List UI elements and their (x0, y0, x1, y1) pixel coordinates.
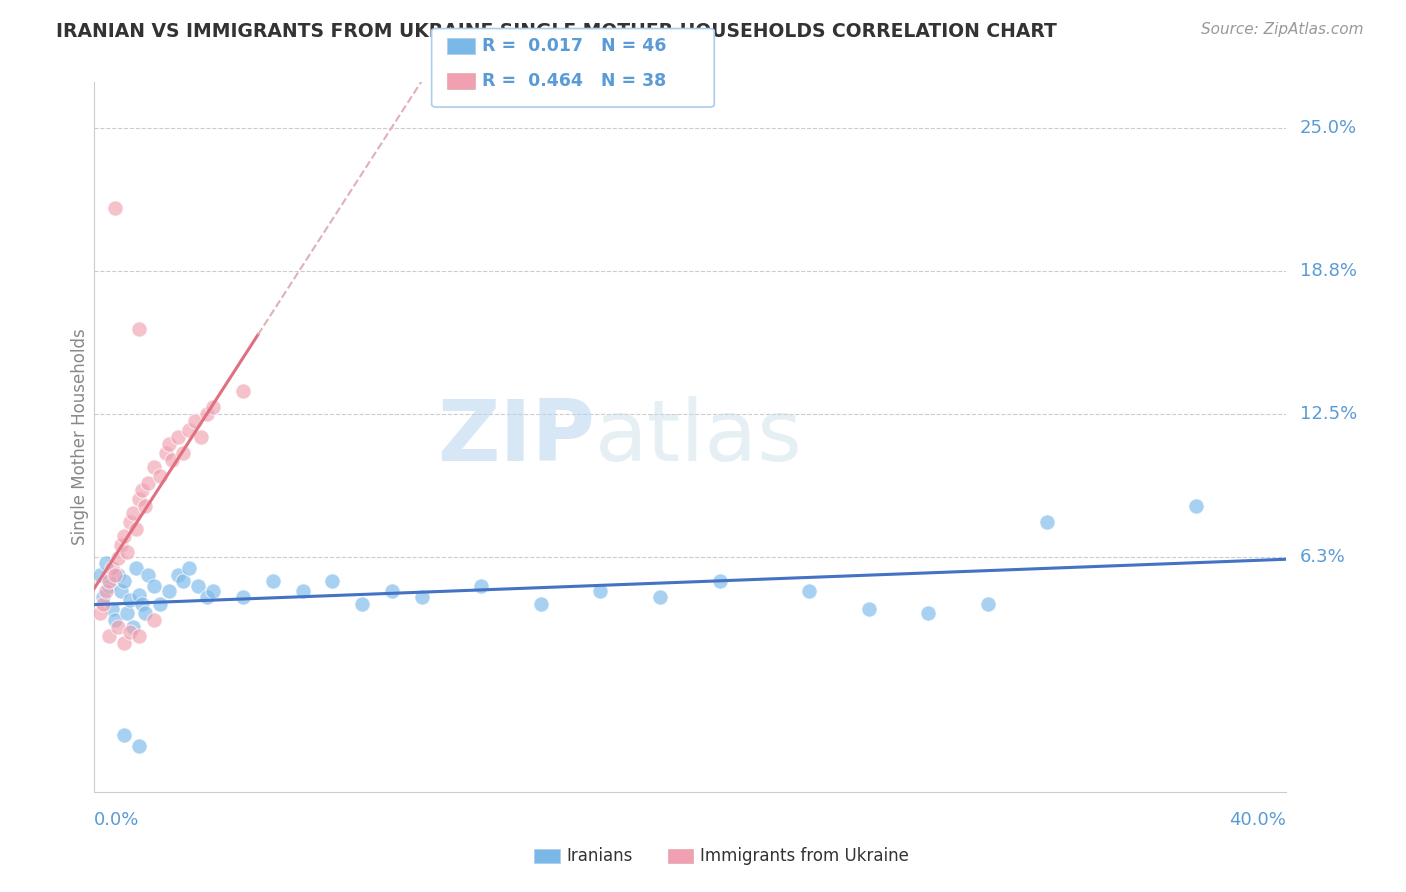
Point (232, 591, 254, 605)
Point (110, 538, 132, 552)
Point (89, 567, 111, 582)
Point (1036, 515, 1059, 529)
Point (125, 522, 148, 536)
Point (128, 491, 150, 506)
Point (157, 583, 180, 598)
Point (98, 579, 121, 593)
Point (232, 384, 254, 399)
Point (173, 574, 195, 589)
Point (470, 579, 492, 593)
Text: Immigrants from Ukraine: Immigrants from Ukraine (700, 847, 910, 865)
Point (101, 602, 124, 616)
Y-axis label: Single Mother Households: Single Mother Households (72, 328, 89, 545)
Point (104, 567, 127, 582)
Point (190, 430, 212, 444)
Text: 0.0%: 0.0% (94, 811, 139, 829)
Text: Source: ZipAtlas.com: Source: ZipAtlas.com (1201, 22, 1364, 37)
Text: Iranians: Iranians (567, 847, 633, 865)
Point (291, 583, 314, 598)
Point (125, 560, 148, 574)
Point (136, 567, 159, 582)
Text: 6.3%: 6.3% (1299, 549, 1346, 566)
Point (160, 453, 183, 467)
Text: 25.0%: 25.0% (1299, 119, 1357, 136)
Point (202, 583, 225, 598)
Point (128, 588, 150, 602)
Point (142, 579, 165, 593)
Point (107, 620, 129, 634)
Point (149, 469, 172, 483)
Point (155, 446, 177, 460)
Point (1185, 499, 1208, 513)
Point (107, 551, 129, 566)
Point (89, 607, 111, 621)
Point (157, 437, 180, 451)
Point (128, 739, 150, 754)
Point (173, 446, 195, 460)
Point (179, 560, 201, 574)
Point (530, 597, 553, 611)
Text: 40.0%: 40.0% (1229, 811, 1285, 829)
Point (321, 574, 343, 589)
Point (98, 629, 121, 643)
Point (142, 459, 165, 474)
Point (91, 591, 114, 605)
Point (149, 597, 172, 611)
Point (118, 515, 141, 529)
Point (709, 574, 731, 589)
Point (118, 624, 141, 639)
Point (107, 567, 129, 582)
Point (134, 607, 156, 621)
Point (98, 574, 121, 589)
Text: atlas: atlas (595, 395, 803, 478)
Point (262, 574, 284, 589)
Point (115, 544, 138, 558)
Point (917, 607, 939, 621)
Point (128, 629, 150, 643)
Point (118, 592, 141, 607)
Point (94, 583, 117, 598)
Text: 12.5%: 12.5% (1299, 405, 1357, 423)
Point (121, 620, 143, 634)
Point (112, 528, 135, 542)
Point (411, 591, 433, 605)
Point (104, 613, 127, 627)
Point (179, 423, 201, 437)
Point (115, 607, 138, 621)
Point (131, 483, 153, 497)
Point (187, 579, 209, 593)
Text: 18.8%: 18.8% (1299, 262, 1357, 280)
Point (166, 567, 188, 582)
Text: ZIP: ZIP (437, 395, 595, 478)
Point (101, 560, 124, 574)
Point (195, 591, 218, 605)
Point (976, 597, 998, 611)
Text: R =  0.464   N = 38: R = 0.464 N = 38 (482, 72, 666, 90)
Point (112, 636, 135, 650)
Point (858, 602, 880, 616)
Point (202, 401, 225, 415)
Point (110, 583, 132, 598)
Point (184, 414, 207, 428)
Point (112, 728, 135, 742)
Point (134, 499, 156, 513)
Point (352, 597, 374, 611)
Point (166, 430, 188, 444)
Point (648, 591, 671, 605)
Point (136, 475, 159, 490)
Point (94, 556, 117, 570)
Text: R =  0.017   N = 46: R = 0.017 N = 46 (482, 37, 666, 55)
Point (142, 613, 165, 627)
Point (131, 597, 153, 611)
Point (128, 322, 150, 336)
Point (112, 574, 135, 589)
Point (195, 407, 218, 421)
Point (797, 583, 820, 598)
Point (381, 583, 404, 598)
Point (104, 201, 127, 215)
Point (91, 597, 114, 611)
Text: IRANIAN VS IMMIGRANTS FROM UKRAINE SINGLE MOTHER HOUSEHOLDS CORRELATION CHART: IRANIAN VS IMMIGRANTS FROM UKRAINE SINGL… (56, 22, 1057, 41)
Point (121, 506, 143, 520)
Point (589, 583, 612, 598)
